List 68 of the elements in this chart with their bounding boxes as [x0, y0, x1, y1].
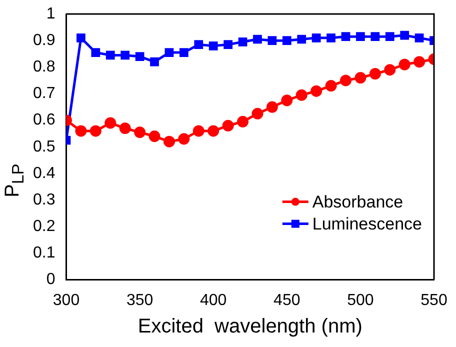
point — [340, 74, 352, 86]
y-tick-label: 0.1 — [32, 244, 56, 262]
point — [370, 32, 380, 42]
point — [148, 130, 160, 142]
y-tick-label: 1 — [46, 5, 56, 22]
point — [120, 50, 130, 60]
y-tick-label: 0.4 — [32, 164, 56, 182]
point — [354, 72, 366, 84]
y-tick-label: 0.3 — [32, 191, 56, 208]
point — [135, 52, 144, 61]
y-tick-label: 0 — [46, 271, 56, 288]
point — [150, 57, 159, 66]
point — [414, 33, 424, 42]
point — [296, 89, 308, 101]
point — [369, 68, 381, 80]
y-tick-label: 0.5 — [32, 138, 56, 156]
point — [106, 50, 115, 60]
point — [268, 36, 277, 46]
x-tick-label: 550 — [420, 292, 448, 309]
point — [75, 125, 87, 137]
point — [385, 32, 394, 42]
point — [208, 41, 218, 50]
x-tick-label: 350 — [126, 292, 154, 309]
point — [76, 33, 86, 42]
point — [281, 94, 293, 106]
y-tick-label: 0.2 — [32, 218, 56, 236]
point — [398, 58, 410, 70]
point — [238, 37, 248, 46]
point — [192, 125, 204, 137]
point — [178, 133, 190, 145]
point — [297, 34, 306, 44]
point — [91, 48, 100, 57]
point — [90, 125, 102, 137]
point — [400, 30, 410, 40]
point — [326, 33, 336, 42]
point — [119, 122, 131, 134]
point — [224, 40, 232, 49]
y-tick-label: 0.9 — [32, 32, 56, 49]
point — [252, 108, 264, 120]
point — [164, 48, 174, 57]
x-tick-label: 300 — [52, 292, 80, 309]
point — [237, 116, 249, 128]
y-tick-label: 0.8 — [32, 58, 56, 76]
point — [194, 40, 204, 49]
point — [104, 117, 116, 129]
point — [208, 125, 220, 137]
point — [312, 33, 321, 42]
x-tick-label: 450 — [274, 292, 300, 309]
legend-label: Absorbance — [312, 192, 404, 212]
point — [179, 48, 188, 57]
point — [356, 32, 365, 42]
point — [163, 136, 175, 148]
legend-label: Luminescence — [312, 214, 422, 234]
x-tick-label: 400 — [200, 292, 227, 309]
point — [222, 120, 234, 132]
point — [310, 85, 322, 97]
point — [341, 32, 350, 42]
x-tick-label: 500 — [347, 292, 374, 309]
x-axis-title: Excited wavelength (nm) — [138, 316, 362, 338]
point — [253, 34, 262, 44]
point — [134, 126, 146, 138]
point — [414, 56, 426, 68]
point — [325, 80, 337, 92]
point — [384, 64, 396, 76]
point — [282, 36, 292, 46]
point — [266, 101, 278, 113]
y-tick-label: 0.6 — [32, 112, 56, 129]
y-tick-label: 0.7 — [32, 85, 56, 102]
